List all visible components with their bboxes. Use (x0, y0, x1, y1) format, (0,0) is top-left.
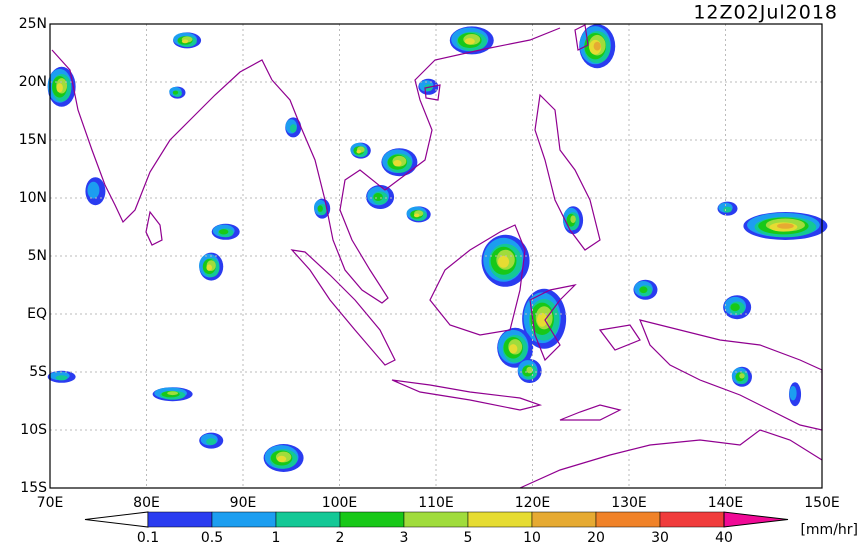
colorbar: 0.1 0.5 1 2 3 5 10 20 30 40 [mm/hr] (84, 511, 858, 544)
lon-label: 100E (322, 495, 358, 511)
lat-label: 10N (19, 190, 47, 206)
rain-cell (570, 215, 576, 224)
rain-cell (56, 83, 63, 93)
colorbar-label: 5 (464, 530, 473, 544)
colorbar-box (275, 511, 341, 528)
coast-myanmar-malay (271, 27, 561, 304)
map-frame (49, 23, 823, 489)
rain-cell (464, 38, 475, 45)
rain-cell (739, 373, 745, 379)
colorbar-box (659, 511, 725, 528)
rain-cell (593, 41, 601, 51)
rain-cell (509, 344, 518, 354)
colorbar-unit: [mm/hr] (800, 522, 858, 538)
lon-label: 140E (708, 495, 744, 511)
lon-label: 90E (230, 495, 257, 511)
coast-borneo (429, 224, 526, 336)
rain-cell (537, 312, 548, 327)
lon-label: 70E (37, 495, 64, 511)
rain-cell (219, 229, 229, 235)
colorbar-label: 3 (400, 530, 409, 544)
lat-label: 20N (19, 74, 47, 90)
colorbar-box (595, 511, 661, 528)
lat-label: 25N (19, 16, 47, 32)
rain-cell (206, 264, 212, 271)
rain-cell (181, 39, 189, 44)
coast-philippines (534, 93, 601, 251)
rain-cell (639, 286, 648, 294)
rain-cell (172, 90, 179, 95)
lon-label: 150E (804, 495, 840, 511)
coast-india (51, 49, 273, 224)
rain-cell (317, 205, 323, 212)
rain-cell (87, 181, 100, 199)
coastlines (51, 24, 823, 489)
rain-cell (206, 438, 217, 446)
colorbar-box (147, 511, 213, 528)
coast-sumatra (290, 249, 396, 366)
rain-cell (167, 391, 179, 396)
colorbar-label: 0.1 (137, 530, 159, 544)
colorbar-low (84, 511, 149, 528)
rain-cell (723, 206, 732, 213)
colorbar-label: 30 (651, 530, 669, 544)
coast-newguinea (639, 319, 823, 431)
lat-label: 10S (20, 422, 47, 438)
rain-cell (276, 455, 287, 463)
lat-label: 5N (28, 248, 47, 264)
colorbar-box (211, 511, 277, 528)
coast-hainan-taiwan (424, 24, 589, 101)
coast-sulawesi (529, 284, 577, 362)
rain-cell (730, 303, 740, 312)
rain-cell (413, 213, 420, 218)
colorbar-label: 0.5 (201, 530, 223, 544)
lon-label: 120E (515, 495, 551, 511)
grid (50, 24, 822, 488)
title: 12Z02Jul2018 (693, 2, 838, 24)
colorbar-label: 2 (336, 530, 345, 544)
colorbar-box (531, 511, 597, 528)
rain-cell (777, 223, 794, 229)
rain-cell (55, 375, 68, 381)
lat-label: 15N (19, 132, 47, 148)
rain-cell (789, 386, 797, 401)
lat-label: 15S (20, 480, 47, 496)
colorbar-label: 1 (272, 530, 281, 544)
lat-label: 5S (29, 364, 47, 380)
rain-cell (373, 193, 383, 201)
rain-cell (393, 159, 402, 167)
colorbar-box (467, 511, 533, 528)
colorbar-box (339, 511, 405, 528)
colorbar-label: 10 (523, 530, 541, 544)
lon-label: 130E (611, 495, 647, 511)
rain-cell (498, 255, 510, 268)
coast-australia (519, 429, 823, 489)
rain-cell (289, 124, 297, 133)
lon-label: 110E (418, 495, 454, 511)
lon-label: 80E (133, 495, 160, 511)
lat-label: EQ (27, 306, 47, 322)
colorbar-label: 40 (715, 530, 733, 544)
coast-islands (559, 324, 641, 421)
precipitation-layer (47, 24, 828, 472)
colorbar-high (723, 511, 789, 528)
colorbar-label: 20 (587, 530, 605, 544)
rain-cell (356, 149, 362, 154)
axis-labels: 70E 80E 90E 100E 110E 120E 130E 140E 150E 25N 20N 1… (19, 16, 840, 511)
coast-srilanka (145, 210, 163, 246)
colorbar-box (403, 511, 469, 528)
coast-java (391, 379, 543, 411)
